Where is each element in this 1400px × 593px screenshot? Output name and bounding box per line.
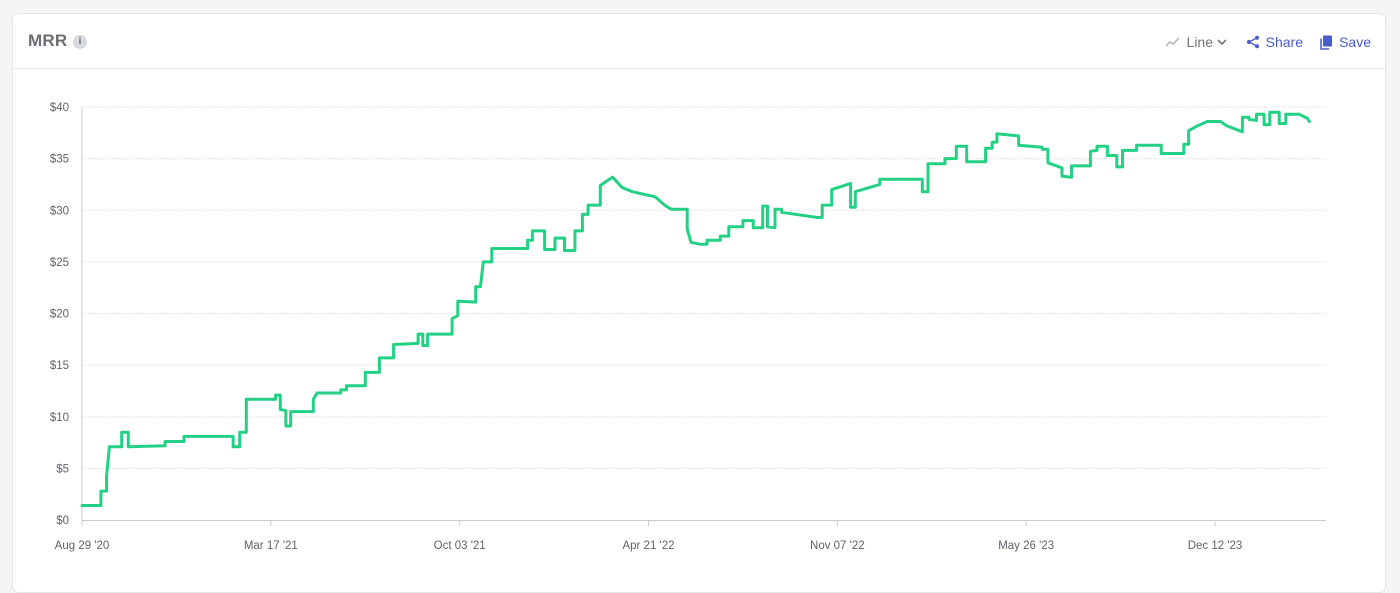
y-tick-label: $40 (50, 102, 69, 114)
x-tick-label: Mar 17 '21 (244, 540, 298, 552)
x-tick-label: Apr 21 '22 (622, 540, 674, 552)
y-tick-label: $0 (56, 515, 69, 527)
share-icon (1246, 35, 1259, 49)
save-button[interactable]: Save (1320, 32, 1371, 52)
save-icon (1320, 35, 1333, 50)
chart-title: MRR (28, 31, 68, 50)
info-icon[interactable]: i (73, 35, 87, 49)
chart-type-label: Line (1186, 34, 1213, 50)
x-tick-label: May 26 '23 (998, 540, 1054, 552)
x-tick-label: Dec 12 '23 (1188, 540, 1243, 552)
x-tick-label: Aug 29 '20 (55, 540, 110, 552)
chart-card: MRR i Line Share (12, 13, 1386, 593)
y-tick-label: $5 (56, 463, 69, 475)
line-chart-icon (1165, 37, 1180, 47)
y-tick-label: $35 (50, 154, 69, 166)
share-button[interactable]: Share (1246, 32, 1303, 52)
chevron-down-icon (1217, 39, 1227, 46)
mrr-series-line (80, 110, 1311, 507)
x-tick-label: Nov 07 '22 (810, 540, 865, 552)
chart-type-dropdown[interactable]: Line (1165, 32, 1228, 52)
share-label: Share (1265, 34, 1303, 50)
card-header: MRR i Line Share (13, 14, 1385, 69)
y-tick-label: $30 (50, 205, 69, 217)
y-tick-label: $10 (50, 412, 69, 424)
x-tick-label: Oct 03 '21 (434, 540, 486, 552)
y-tick-label: $20 (50, 309, 69, 321)
y-tick-label: $25 (50, 257, 69, 269)
y-tick-label: $15 (50, 360, 69, 372)
mrr-line-chart: $0 $5 $10 $15 $20 $25 $30 $35 $40 Aug 29 '20 Mar 1… (50, 102, 1326, 552)
save-label: Save (1339, 34, 1371, 50)
